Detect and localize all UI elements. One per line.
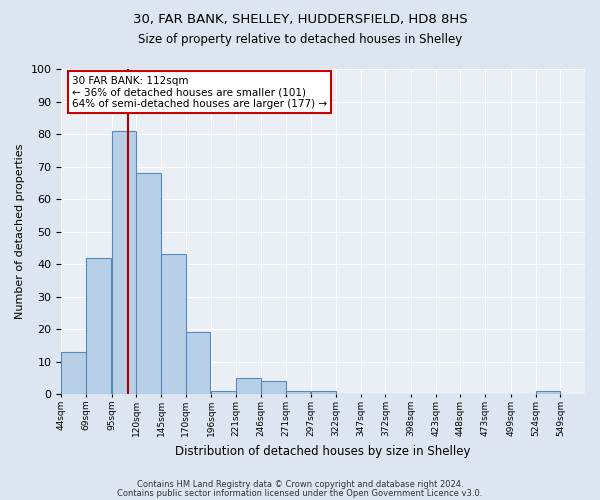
Bar — [186, 332, 211, 394]
Bar — [311, 391, 336, 394]
Bar — [112, 131, 136, 394]
Text: Contains public sector information licensed under the Open Government Licence v3: Contains public sector information licen… — [118, 489, 482, 498]
Text: 30 FAR BANK: 112sqm
← 36% of detached houses are smaller (101)
64% of semi-detac: 30 FAR BANK: 112sqm ← 36% of detached ho… — [72, 76, 327, 108]
Bar — [136, 173, 161, 394]
Bar — [61, 352, 86, 394]
Text: 30, FAR BANK, SHELLEY, HUDDERSFIELD, HD8 8HS: 30, FAR BANK, SHELLEY, HUDDERSFIELD, HD8… — [133, 12, 467, 26]
Bar — [261, 381, 286, 394]
Bar — [536, 391, 560, 394]
Bar — [211, 391, 236, 394]
Text: Contains HM Land Registry data © Crown copyright and database right 2024.: Contains HM Land Registry data © Crown c… — [137, 480, 463, 489]
Y-axis label: Number of detached properties: Number of detached properties — [15, 144, 25, 320]
Bar — [286, 391, 310, 394]
Text: Size of property relative to detached houses in Shelley: Size of property relative to detached ho… — [138, 32, 462, 46]
X-axis label: Distribution of detached houses by size in Shelley: Distribution of detached houses by size … — [175, 444, 471, 458]
Bar — [236, 378, 261, 394]
Bar — [86, 258, 110, 394]
Bar — [161, 254, 186, 394]
